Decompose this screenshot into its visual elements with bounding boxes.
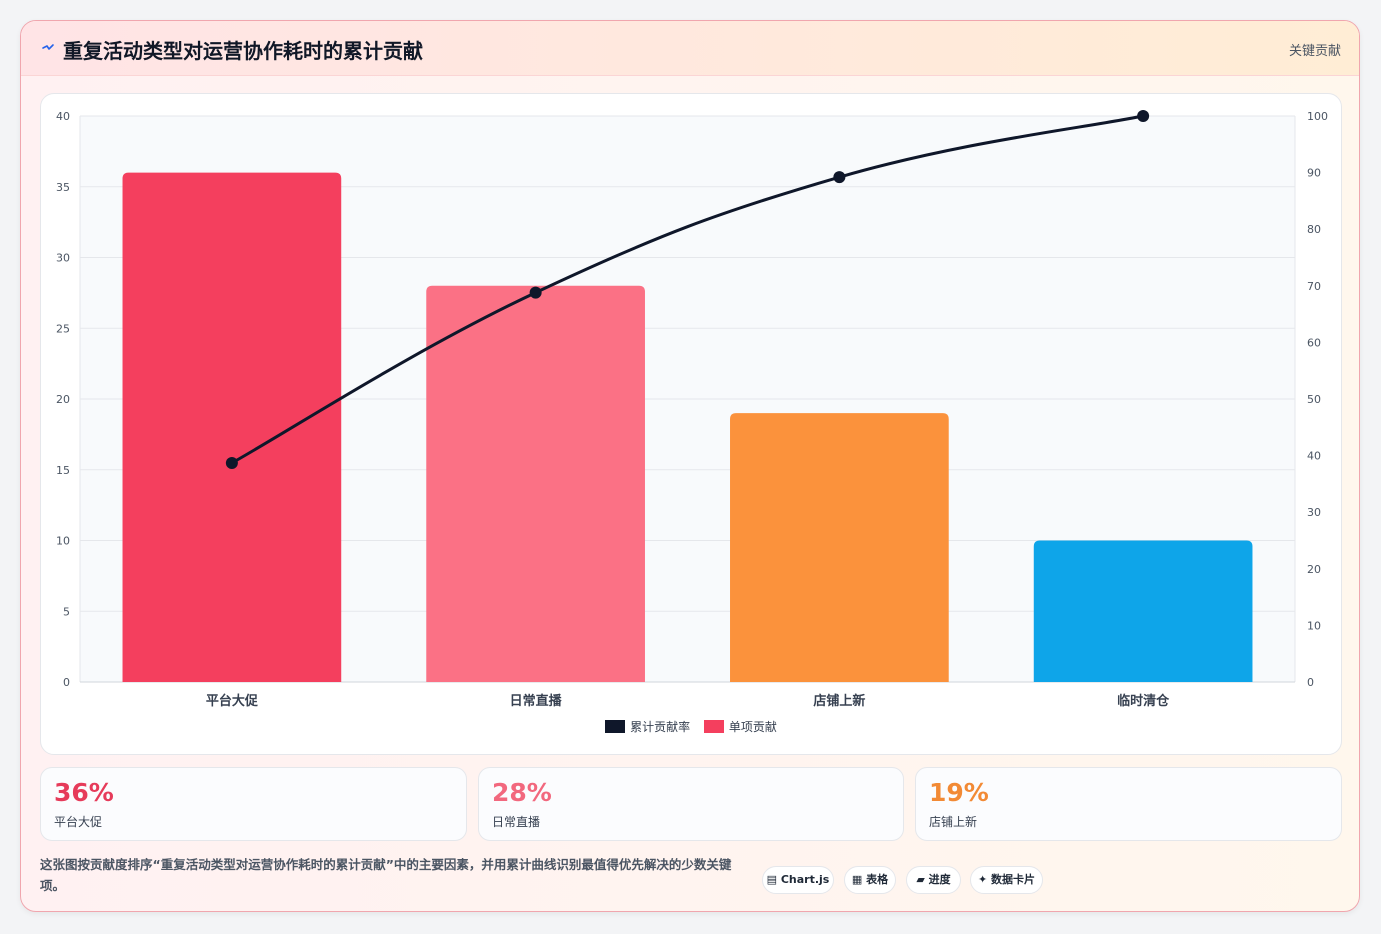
bar [122, 172, 342, 682]
chip-chartjs[interactable]: ▤ Chart.js [762, 866, 834, 894]
left-tick-label: 30 [56, 252, 70, 265]
right-tick-label: 100 [1307, 110, 1328, 123]
kpi-label: 平台大促 [54, 815, 103, 829]
kpi-value: 36% [54, 778, 114, 807]
right-tick-label: 90 [1307, 167, 1321, 180]
legend-label: 单项贡献 [728, 720, 777, 734]
left-tick-label: 35 [56, 181, 70, 194]
left-tick-label: 15 [56, 464, 70, 477]
chip-data-cards[interactable]: ✦ 数据卡片 [970, 866, 1043, 894]
cumulative-point [1137, 110, 1150, 122]
left-tick-label: 20 [56, 393, 70, 406]
right-tick-label: 50 [1307, 393, 1321, 406]
chip-table[interactable]: ▦ 表格 [844, 866, 896, 894]
chart-legend: 累计贡献率 单项贡献 [41, 718, 1341, 736]
zigzag-icon [42, 44, 54, 50]
right-tick-label: 80 [1307, 223, 1321, 236]
chip-progress[interactable]: ▰ 进度 [906, 866, 961, 894]
kpi-card-1: 36% 平台大促 [40, 767, 467, 841]
legend-label: 累计贡献率 [630, 720, 691, 734]
right-tick-label: 0 [1307, 676, 1314, 689]
kpi-card-3: 19% 店铺上新 [915, 767, 1342, 841]
page-title: 重复活动类型对运营协作耗时的累计贡献 [63, 39, 423, 63]
category-label: 临时清仓 [1117, 693, 1170, 709]
right-tick-label: 40 [1307, 450, 1321, 463]
left-tick-label: 25 [56, 322, 70, 335]
legend-item-cumulative[interactable]: 累计贡献率 [605, 718, 690, 735]
left-tick-label: 5 [63, 605, 70, 618]
left-tick-label: 0 [63, 676, 70, 689]
header-tag: 关键贡献 [1288, 44, 1341, 59]
kpi-value: 28% [492, 778, 552, 807]
bar [1033, 540, 1253, 682]
cumulative-point [833, 171, 846, 184]
kpi-label: 日常直播 [492, 815, 541, 829]
cumulative-point [225, 456, 238, 469]
right-tick-label: 10 [1307, 619, 1321, 632]
kpi-value: 19% [929, 778, 989, 807]
legend-item-single[interactable]: 单项贡献 [703, 718, 777, 735]
bar [426, 285, 645, 682]
legend-swatch-single [703, 720, 724, 733]
card-header: 重复活动类型对运营协作耗时的累计贡献 关键贡献 [21, 21, 1359, 76]
cumulative-point [529, 286, 542, 299]
category-label: 日常直播 [510, 693, 563, 709]
kpi-card-2: 28% 日常直播 [478, 767, 904, 841]
right-tick-label: 20 [1307, 563, 1321, 576]
pareto-chart: 0 5 10 15 20 25 30 35 40 0 10 20 30 40 50 60 70 80 90 100 平台… [56, 110, 1328, 709]
chart-card: 重复活动类型对运营协作耗时的累计贡献 关键贡献 0 5 10 15 20 25 30 35 40… [20, 20, 1360, 912]
category-label: 平台大促 [206, 693, 259, 709]
kpi-label: 店铺上新 [929, 815, 978, 829]
left-tick-label: 40 [56, 110, 70, 123]
right-tick-label: 60 [1307, 336, 1321, 349]
right-tick-label: 30 [1307, 506, 1321, 519]
chart-panel: 0 5 10 15 20 25 30 35 40 0 10 20 30 40 50 60 70 80 90 100 平台… [40, 93, 1342, 755]
chart-description: 这张图按贡献度排序“重复活动类型对运营协作耗时的累计贡献”中的主要因素，并用累计… [40, 857, 732, 893]
bar [730, 413, 949, 682]
category-label: 店铺上新 [813, 693, 865, 709]
right-tick-label: 70 [1307, 280, 1321, 293]
cumulative-line [231, 114, 1144, 465]
legend-swatch-cumulative [605, 720, 626, 733]
left-tick-label: 10 [56, 535, 70, 548]
